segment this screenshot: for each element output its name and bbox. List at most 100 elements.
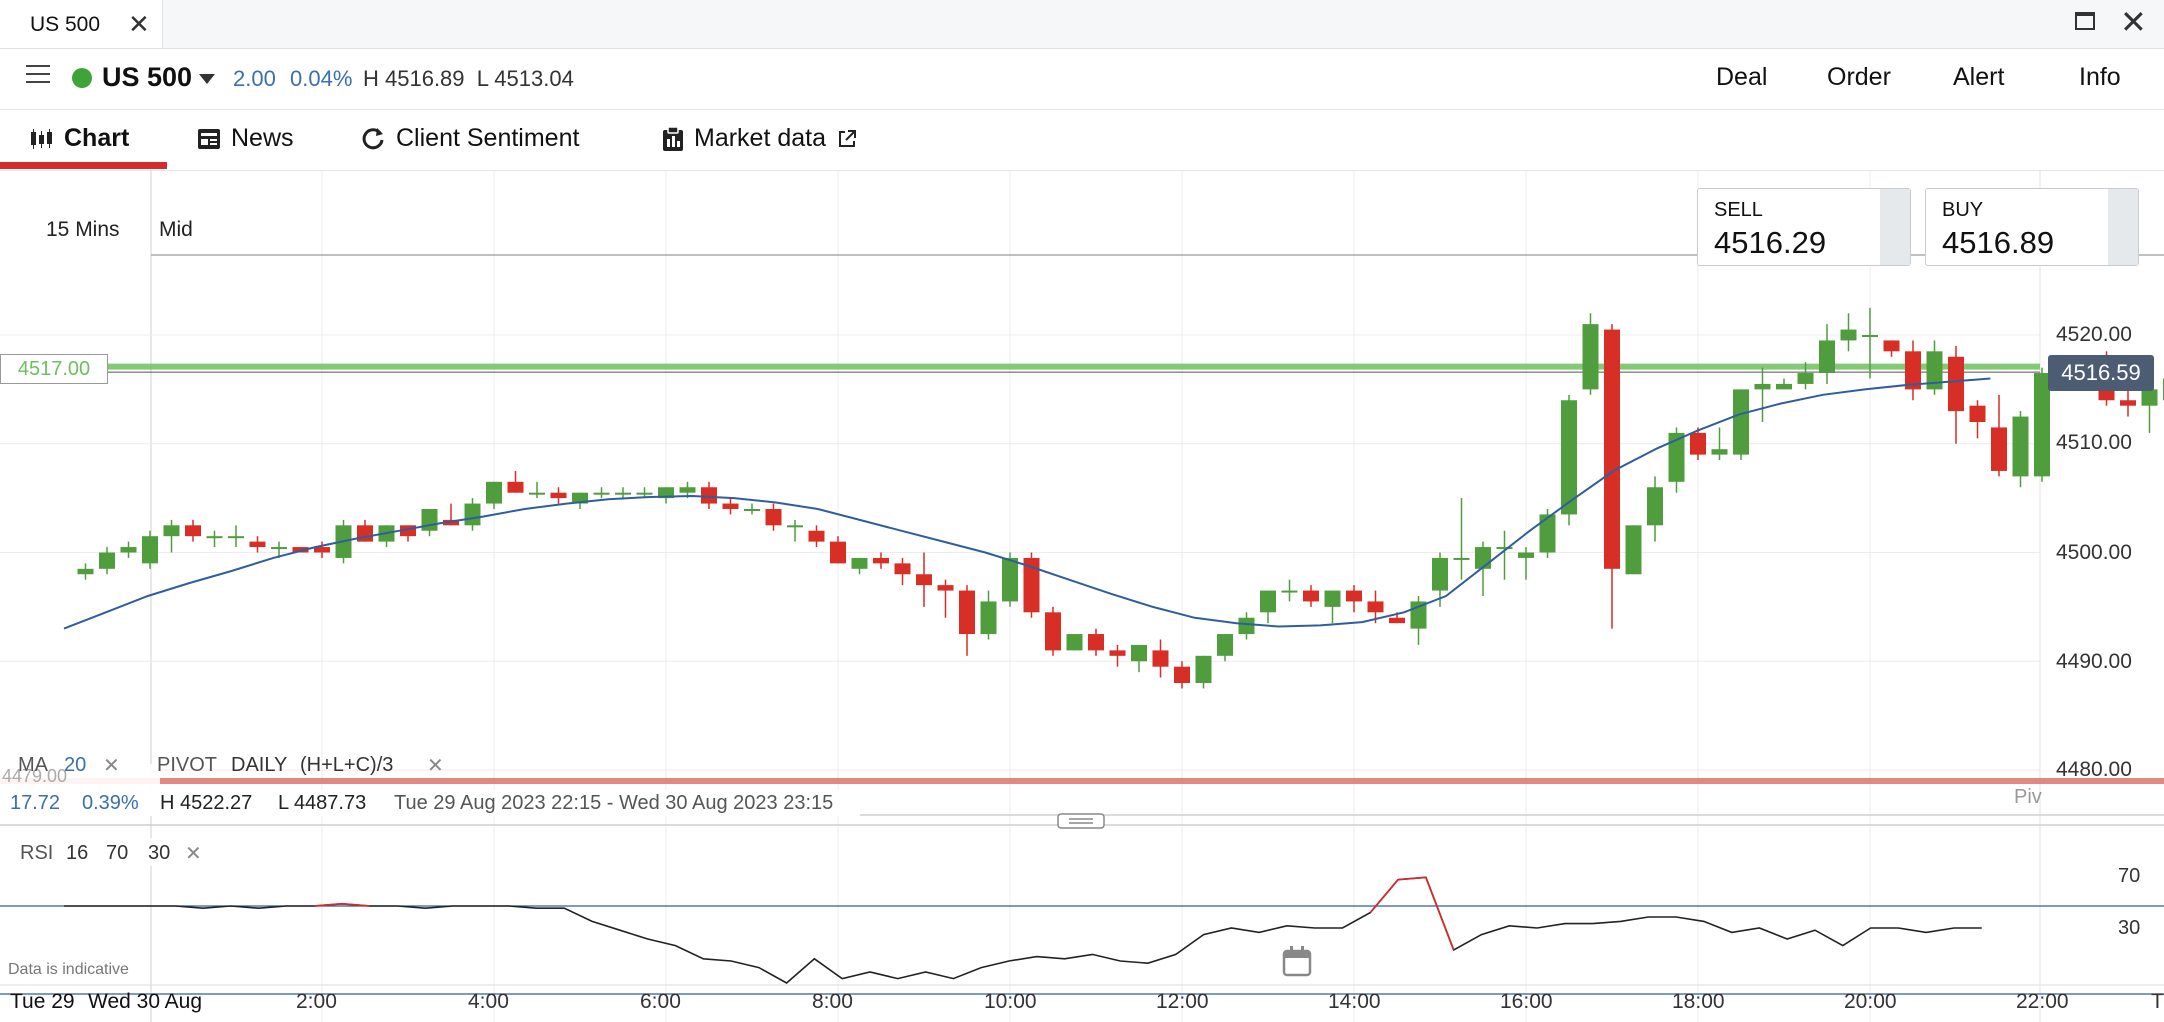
candle-body: [593, 492, 610, 495]
candle-body: [1389, 617, 1405, 624]
range-info-bg: [0, 790, 860, 816]
window-tab-bar: [0, 0, 2164, 49]
sell-side-tab: [1880, 189, 1910, 265]
deal-button[interactable]: Deal: [1716, 63, 1768, 91]
remove-rsi-icon[interactable]: ✕: [185, 843, 202, 865]
rsi-period[interactable]: 16: [66, 842, 89, 864]
candle-body: [292, 547, 309, 553]
y-tick-label: 4500.00: [2056, 541, 2132, 564]
alert-line-label[interactable]: 4517.00: [0, 354, 108, 384]
candle-body: [1539, 514, 1556, 553]
candle-body: [2141, 389, 2158, 406]
window-tab[interactable]: [0, 0, 163, 48]
menu-icon[interactable]: [26, 65, 50, 87]
candle-body: [1088, 634, 1104, 651]
candle-body: [1066, 634, 1083, 651]
candle-body: [787, 525, 803, 528]
sell-button[interactable]: SELL 4516.29: [1697, 188, 1911, 266]
candle-body: [636, 492, 653, 495]
rsi-lower-tick: 30: [2118, 917, 2141, 939]
candle-body: [228, 536, 244, 539]
candle-body: [1797, 373, 1814, 384]
candle-body: [1862, 335, 1878, 337]
candle-body: [1926, 351, 1943, 390]
timeframe-selector[interactable]: 15 Mins: [46, 218, 120, 241]
x-tick-label: 8:00: [812, 990, 853, 1013]
maximize-icon[interactable]: [2075, 12, 2095, 30]
candle-body: [77, 568, 94, 575]
y-tick-label: 4490.00: [2056, 650, 2132, 673]
candle-body: [464, 503, 481, 526]
pivot-tag: Piv: [2014, 786, 2042, 808]
remove-ma-icon[interactable]: ✕: [103, 755, 120, 777]
rsi-overbought-segment: [1425, 877, 1455, 951]
date-start-label: Tue 29: [10, 990, 75, 1013]
rsi-line: [64, 876, 1982, 984]
tab-news-label: News: [231, 124, 294, 152]
candle-body: [1711, 449, 1728, 455]
tab-market-data[interactable]: Market data: [662, 124, 858, 153]
y-tick-label: 4510.00: [2056, 431, 2132, 454]
candle-body: [142, 536, 158, 564]
tab-market-data-label: Market data: [694, 124, 827, 152]
window-tab-title: US 500: [30, 13, 101, 36]
x-tick-label: 6:00: [640, 990, 681, 1013]
candle-body: [249, 541, 266, 548]
candle-body: [1582, 324, 1599, 390]
y-tick-label: 4520.00: [2056, 323, 2132, 346]
x-tick-label: 10:00: [984, 990, 1037, 1013]
close-tab-icon[interactable]: ✕: [128, 9, 150, 39]
close-window-icon[interactable]: ✕: [2120, 4, 2147, 40]
candle-body: [120, 547, 137, 553]
pivot-period[interactable]: DAILY: [231, 754, 288, 776]
candle-body: [701, 487, 717, 504]
candle-body: [1152, 650, 1169, 667]
candle-body: [1238, 617, 1255, 635]
ma-label: MA: [18, 754, 48, 776]
date-next-label: Wed 30 Aug: [88, 990, 203, 1013]
edge-label: T: [2151, 990, 2164, 1013]
candle-body: [808, 530, 825, 542]
remove-pivot-icon[interactable]: ✕: [427, 755, 444, 777]
candle-body: [1905, 351, 1921, 390]
tab-news[interactable]: News: [197, 124, 294, 153]
disclaimer: Data is indicative: [8, 961, 129, 978]
instrument-header: [0, 49, 2164, 110]
candle-body: [1432, 557, 1448, 591]
alert-line: [0, 363, 2040, 370]
x-tick-label: 12:00: [1156, 990, 1209, 1013]
alert-button[interactable]: Alert: [1953, 63, 2005, 91]
candle-body: [1733, 389, 1749, 455]
caret-down-icon[interactable]: [199, 74, 215, 84]
calendar-icon[interactable]: [1282, 945, 1312, 977]
x-tick-label: 18:00: [1672, 990, 1725, 1013]
order-button[interactable]: Order: [1827, 63, 1891, 91]
tab-client-sentiment[interactable]: Client Sentiment: [360, 124, 579, 153]
tab-chart[interactable]: Chart: [30, 124, 129, 153]
ma-period[interactable]: 20: [64, 754, 87, 776]
pivot-line: [0, 778, 2164, 784]
candle-body: [744, 509, 760, 511]
candle-body: [314, 547, 330, 553]
info-button[interactable]: Info: [2079, 63, 2121, 91]
buy-label: BUY: [1942, 199, 1984, 221]
rsi-lower[interactable]: 30: [148, 842, 171, 864]
buy-button[interactable]: BUY 4516.89: [1925, 188, 2139, 266]
candle-body: [1045, 612, 1061, 651]
buy-side-tab: [2108, 189, 2138, 265]
pivot-formula[interactable]: (H+L+C)/3: [300, 754, 394, 776]
sell-price: 4516.29: [1714, 225, 1827, 260]
newspaper-icon: [198, 128, 220, 149]
candle-body: [2034, 373, 2050, 477]
candle-body: [529, 492, 545, 495]
candle-body: [1023, 557, 1040, 613]
rsi-upper[interactable]: 70: [106, 842, 129, 864]
candle-body: [830, 541, 846, 564]
candle-body: [1109, 650, 1126, 656]
market-name[interactable]: US 500: [102, 62, 193, 92]
price-chart[interactable]: [0, 170, 2164, 1022]
last-price-label: 4516.59: [2048, 355, 2154, 391]
price-mode-selector[interactable]: Mid: [159, 218, 193, 241]
tab-client-sentiment-label: Client Sentiment: [396, 124, 580, 152]
range-period: Tue 29 Aug 2023 22:15 - Wed 30 Aug 2023 …: [394, 792, 834, 814]
